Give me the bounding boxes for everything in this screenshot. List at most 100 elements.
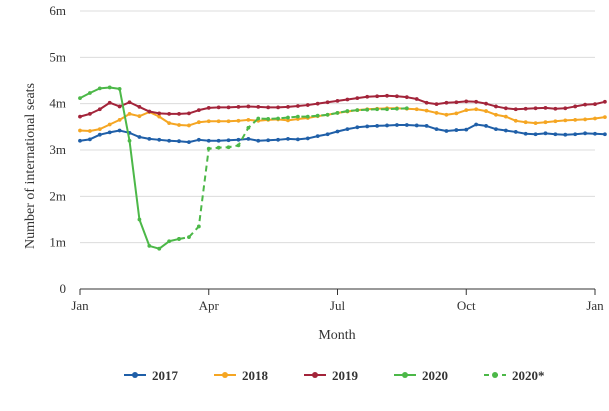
data-point [117, 128, 122, 133]
data-point [256, 116, 261, 121]
data-point [434, 111, 439, 115]
data-point [484, 109, 488, 113]
data-point [593, 131, 597, 136]
data-point [335, 111, 340, 115]
data-point [315, 113, 320, 118]
data-point [523, 106, 528, 111]
data-point [424, 100, 429, 105]
data-point [563, 118, 568, 123]
data-point [414, 97, 419, 101]
data-point [503, 128, 508, 133]
data-point [167, 239, 172, 244]
data-point [127, 138, 132, 143]
data-point [404, 123, 409, 127]
data-point [226, 105, 231, 110]
data-point [325, 132, 330, 137]
data-point [177, 123, 181, 127]
data-point [325, 112, 330, 117]
data-point [395, 106, 399, 111]
data-point [563, 132, 568, 137]
data-point [157, 114, 162, 119]
data-point [236, 137, 241, 142]
data-point [295, 104, 300, 108]
x-tick-label: Apr [199, 298, 220, 313]
data-point [256, 138, 261, 143]
data-point [147, 244, 152, 248]
data-point [444, 112, 449, 117]
data-point [216, 145, 221, 150]
data-point [246, 104, 251, 109]
legend-label: 2020* [512, 368, 545, 383]
x-tick-label: Oct [457, 298, 476, 313]
data-point [593, 116, 597, 121]
data-point [365, 124, 370, 129]
data-point [276, 116, 280, 121]
data-point [375, 107, 380, 112]
data-point [177, 237, 181, 241]
x-tick-label: Jan [71, 298, 89, 313]
data-point [355, 125, 360, 130]
data-point [206, 119, 211, 124]
data-point [444, 129, 449, 133]
data-point [157, 246, 162, 251]
data-point [286, 136, 290, 141]
data-point [88, 129, 92, 133]
data-point [355, 108, 360, 113]
y-tick-label: 0 [60, 281, 67, 296]
data-point [107, 130, 112, 135]
data-point [385, 107, 389, 112]
data-point [295, 114, 300, 119]
data-point [583, 102, 587, 107]
data-point [236, 118, 241, 123]
series-line [178, 107, 407, 240]
data-point [97, 107, 102, 112]
data-point [276, 105, 280, 110]
data-point [137, 114, 142, 119]
legend-swatch-marker [492, 372, 498, 378]
data-point [345, 127, 350, 132]
data-point [88, 91, 92, 95]
data-point [424, 124, 429, 128]
data-point [167, 121, 172, 126]
data-point [97, 132, 102, 137]
data-point [434, 102, 439, 107]
data-point [345, 109, 350, 113]
data-point [97, 86, 102, 91]
data-point [196, 120, 201, 125]
series-2018 [78, 106, 607, 133]
data-point [444, 100, 449, 105]
data-point [78, 138, 82, 143]
data-point [286, 105, 290, 109]
data-point [177, 111, 181, 116]
data-point [395, 94, 399, 99]
data-point [365, 94, 370, 99]
axes: 0 1m 2m 3m 4m 5m 6m Jan Apr Jul Oct Jan [49, 3, 604, 313]
data-point [494, 112, 498, 117]
legend-item: 2018 [214, 368, 269, 383]
data-point [494, 104, 498, 109]
data-point [305, 136, 310, 141]
data-point [573, 104, 578, 109]
data-point [206, 146, 211, 151]
data-point [484, 101, 488, 106]
data-point [295, 137, 300, 142]
data-point [305, 103, 310, 107]
data-point [454, 100, 459, 105]
data-point [187, 235, 191, 240]
legend-label: 2017 [152, 368, 179, 383]
data-point [78, 96, 82, 101]
data-point [226, 145, 231, 150]
data-point [335, 98, 340, 103]
data-point [206, 105, 211, 110]
data-point [196, 108, 201, 113]
legend-item: 2019 [304, 368, 359, 383]
data-point [424, 108, 429, 113]
data-point [147, 109, 152, 114]
y-tick-label: 1m [49, 235, 66, 250]
data-point [474, 99, 479, 104]
data-point [256, 105, 261, 109]
data-point [345, 97, 350, 102]
data-point [226, 138, 231, 143]
